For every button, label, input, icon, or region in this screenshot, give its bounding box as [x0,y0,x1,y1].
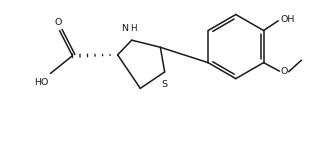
Text: H: H [130,24,137,33]
Text: N: N [122,24,128,33]
Text: O: O [281,67,289,76]
Text: O: O [55,18,62,27]
Text: HO: HO [33,78,48,87]
Text: OH: OH [280,15,294,24]
Text: S: S [162,81,168,89]
